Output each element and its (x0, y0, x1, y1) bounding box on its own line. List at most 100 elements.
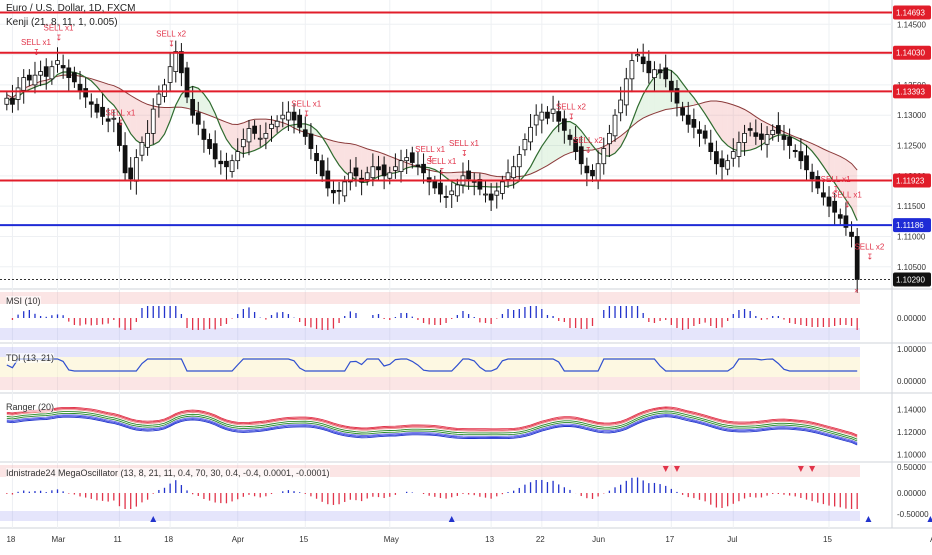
sell-signal-label: SELL x1 (291, 99, 321, 108)
kenji-band-fill (530, 156, 537, 174)
sell-signal-arrow: ↧ (33, 48, 40, 57)
candle-body (449, 190, 455, 196)
candle-body (454, 184, 460, 197)
megaoscillator-pane-label[interactable]: Idnistrade24 MegaOscillator (13, 8, 21, … (6, 468, 330, 478)
candle-body (809, 171, 815, 180)
candle-body (404, 157, 410, 162)
candle-body (753, 132, 759, 137)
candle-body (438, 182, 443, 195)
candle-body (685, 114, 691, 125)
candle-body (331, 189, 336, 194)
candle-body (55, 60, 60, 65)
candle-body (556, 111, 562, 122)
kenji-band-fill (688, 90, 694, 107)
candle-body (201, 128, 207, 140)
candle-body (207, 139, 212, 149)
mega-tick-label: 0.50000 (897, 463, 926, 472)
candle-body (269, 123, 274, 129)
mega-buy-marker (927, 516, 932, 522)
level-price-tag (893, 218, 931, 233)
candle-body (190, 99, 196, 116)
candle-body (787, 136, 792, 146)
candle-body (539, 111, 545, 121)
mega-tick-label: 0.00000 (897, 489, 926, 498)
candle-body (139, 142, 145, 156)
sell-signal-arrow: ↧ (427, 155, 434, 164)
candle-body (578, 146, 584, 165)
tdi-pane-label[interactable]: TDI (13, 21) (6, 353, 55, 363)
sell-signal-label: SELL x1 (832, 190, 862, 199)
kenji-band-fill (654, 71, 661, 114)
candle-body (618, 99, 624, 114)
candle-body (10, 97, 15, 105)
candle-body (657, 69, 663, 74)
time-axis-label: Apr (232, 535, 245, 544)
candle-body (561, 118, 567, 131)
candle-body (4, 97, 10, 105)
candle-body (511, 166, 517, 179)
kenji-band-fill (755, 116, 762, 149)
kenji-band-fill (812, 143, 818, 159)
ranger-band-line (6, 412, 858, 442)
kenji-band-fill (344, 143, 351, 177)
kenji-band-fill (310, 125, 317, 136)
mega-sell-marker (673, 466, 680, 472)
candle-body (652, 69, 657, 79)
candle-body (432, 181, 438, 189)
candle-body (336, 189, 342, 192)
kenji-band-fill (260, 119, 266, 148)
level-price-tag (893, 173, 931, 188)
kenji-band-fill (829, 151, 835, 184)
candle-body (26, 74, 32, 81)
sell-signal-label: SELL x2 (854, 243, 884, 252)
kenji-band-fill (237, 122, 244, 154)
tdi-mid-zone (0, 357, 860, 377)
kenji-band-fill (547, 130, 554, 166)
level-price-text: 1.14693 (896, 9, 925, 18)
kenji-band-fill (637, 94, 644, 122)
candle-body (49, 66, 55, 80)
msi-pane-label[interactable]: MSI (10) (6, 296, 41, 306)
candle-body (516, 154, 522, 168)
candle-body (240, 139, 246, 148)
candle-body (550, 108, 556, 114)
candle-body (370, 166, 376, 179)
sell-signal-arrow: ↧ (461, 149, 468, 158)
candle-body (697, 129, 702, 134)
mega-sell-marker (662, 466, 669, 472)
sell-signal-arrow: ↧ (438, 167, 445, 176)
kenji-band-fill (232, 124, 238, 152)
level-price-tag (893, 45, 931, 60)
candle-body (66, 67, 72, 79)
candle-body (714, 151, 719, 165)
kenji-band-fill (541, 138, 548, 169)
ranger-pane-label[interactable]: Ranger (20) (6, 402, 55, 412)
msi-tick-label: 0.00000 (897, 314, 926, 323)
kenji-band-fill (198, 88, 204, 114)
sell-signal-arrow: ↧ (303, 109, 310, 118)
level-price-text: 1.11923 (896, 177, 925, 186)
msi-lower-zone (0, 328, 860, 340)
kenji-band-fill (840, 156, 846, 200)
candle-body (409, 152, 415, 163)
candle-body (764, 134, 770, 145)
kenji-band-fill (615, 135, 621, 154)
level-price-tag (893, 5, 931, 20)
indicator-title: Kenji (21, 8, 11, 1, 0.005) (6, 17, 118, 28)
candle-body (38, 71, 43, 76)
ranger-band-line (6, 408, 858, 438)
candle-body (94, 103, 100, 113)
sell-signal-label: SELL x2 (556, 102, 586, 111)
candle-body (122, 145, 128, 174)
kenji-band-fill (705, 100, 711, 124)
ranger-tick-label: 1.14000 (897, 405, 926, 414)
candle-body (415, 164, 421, 168)
sell-signal-label: SELL x1 (821, 175, 851, 184)
kenji-band-fill (817, 146, 824, 167)
sell-signal-label: SELL x1 (449, 139, 479, 148)
candle-body (184, 67, 190, 98)
kenji-band-fill (333, 141, 340, 166)
candle-body (387, 172, 393, 179)
time-axis-label: Jun (592, 535, 605, 544)
